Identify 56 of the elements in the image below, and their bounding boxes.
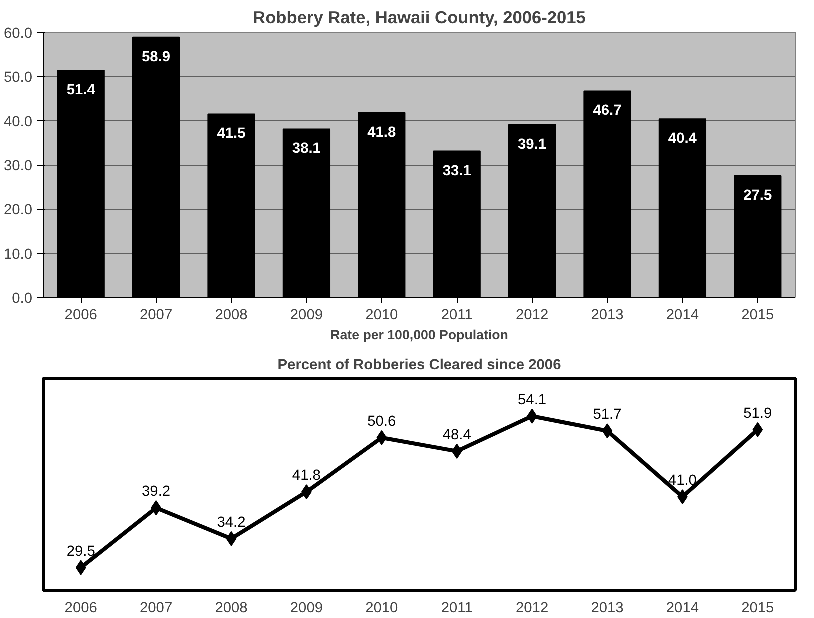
x-tick-label: 2006 bbox=[64, 600, 98, 616]
x-tick-label: 2012 bbox=[516, 308, 549, 324]
y-tick-label: 20.0 bbox=[4, 202, 33, 219]
chart-title: Percent of Robberies Cleared since 2006 bbox=[278, 358, 562, 374]
y-tick-label: 50.0 bbox=[4, 70, 33, 86]
y-tick-label: 0.0 bbox=[12, 291, 32, 307]
data-label: 51.9 bbox=[744, 406, 772, 422]
x-tick-label: 2010 bbox=[366, 600, 398, 616]
data-label: 40.4 bbox=[668, 131, 698, 148]
x-tick-label: 2013 bbox=[591, 308, 624, 324]
x-tick-label: 2007 bbox=[140, 600, 173, 616]
data-label: 34.2 bbox=[217, 514, 246, 531]
x-tick-label: 2009 bbox=[290, 600, 324, 616]
data-label: 48.4 bbox=[442, 427, 472, 444]
data-label: 51.7 bbox=[593, 407, 622, 424]
point bbox=[376, 430, 388, 446]
data-label: 33.1 bbox=[442, 163, 472, 180]
x-tick-label: 2014 bbox=[666, 308, 700, 324]
data-label: 39.1 bbox=[518, 136, 547, 153]
data-label: 29.5 bbox=[66, 544, 96, 560]
x-tick-label: 2009 bbox=[290, 308, 324, 324]
data-label: 38.1 bbox=[292, 141, 321, 158]
point bbox=[452, 444, 462, 459]
data-label: 50.6 bbox=[368, 414, 396, 430]
data-label: 51.4 bbox=[66, 82, 96, 98]
x-tick-label: 2008 bbox=[215, 600, 248, 616]
x-tick-label: 2015 bbox=[742, 600, 774, 616]
point bbox=[752, 422, 764, 438]
x-tick-label: 2013 bbox=[591, 600, 624, 616]
data-label: 41.5 bbox=[217, 126, 246, 142]
data-label: 39.2 bbox=[142, 484, 171, 500]
x-tick-label: 2014 bbox=[666, 600, 700, 616]
x-tick-label: 2011 bbox=[441, 308, 473, 324]
chart-title: Robbery Rate, Hawaii County, 2006-2015 bbox=[253, 8, 586, 28]
point bbox=[226, 531, 237, 546]
x-tick-label: 2007 bbox=[140, 308, 173, 324]
x-axis-title: Rate per 100,000 Population bbox=[330, 328, 508, 342]
data-label: 46.7 bbox=[593, 103, 622, 120]
y-tick-label: 60.0 bbox=[4, 26, 33, 42]
x-tick-label: 2015 bbox=[742, 308, 774, 324]
data-label: 58.9 bbox=[142, 49, 171, 66]
x-tick-label: 2008 bbox=[215, 308, 248, 324]
x-tick-label: 2012 bbox=[516, 600, 549, 616]
y-tick-label: 30.0 bbox=[4, 158, 33, 174]
data-label: 41.8 bbox=[292, 468, 321, 484]
y-tick-label: 40.0 bbox=[4, 114, 33, 130]
point bbox=[602, 424, 613, 439]
data-label: 27.5 bbox=[744, 188, 772, 204]
data-label: 41.0 bbox=[668, 472, 697, 489]
x-tick-label: 2010 bbox=[366, 308, 398, 324]
y-tick-label: 10.0 bbox=[4, 246, 33, 263]
data-label: 54.1 bbox=[518, 392, 547, 408]
data-label: 41.8 bbox=[368, 124, 396, 141]
x-tick-label: 2011 bbox=[441, 600, 473, 616]
x-tick-label: 2006 bbox=[64, 308, 98, 324]
point bbox=[76, 560, 86, 576]
